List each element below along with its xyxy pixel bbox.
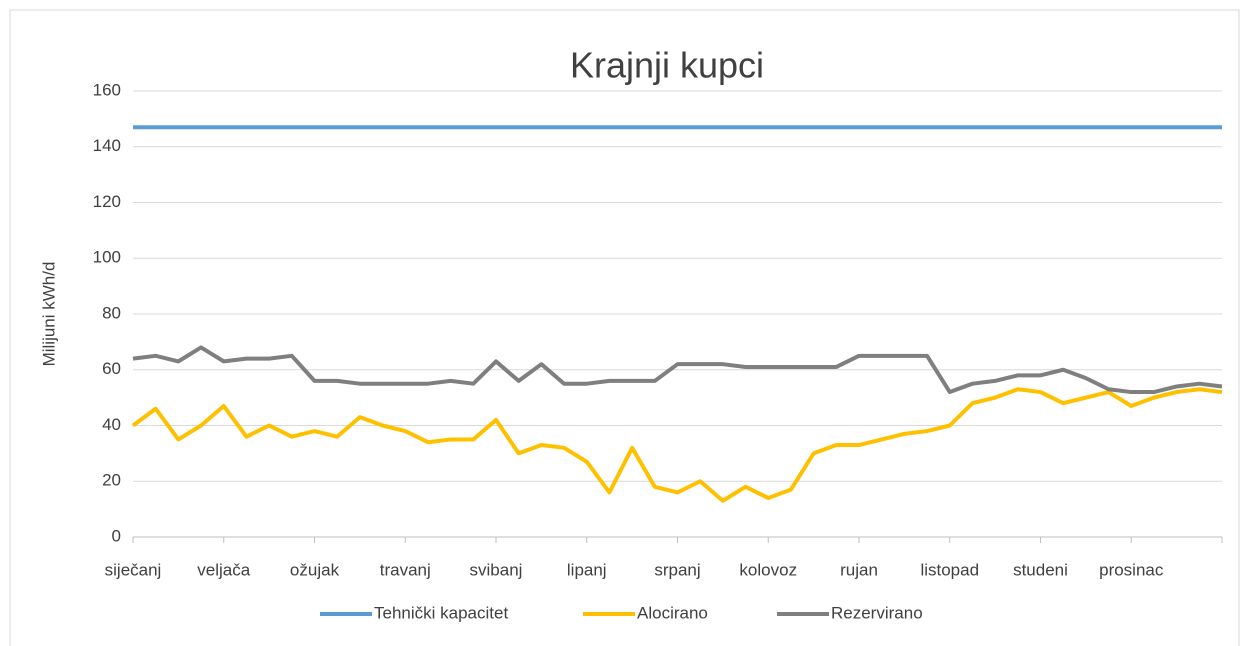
legend-label: Tehnički kapacitet	[374, 603, 508, 622]
y-tick-label: 0	[112, 526, 121, 545]
y-axis-label: Milijuni kWh/d	[39, 262, 58, 367]
x-tick-label: listopad	[920, 560, 979, 579]
x-tick-label: studeni	[1013, 560, 1068, 579]
x-tick-label: siječanj	[105, 560, 162, 579]
chart-frame	[9, 9, 1240, 646]
x-tick-label: travanj	[380, 560, 431, 579]
y-tick-label: 100	[93, 248, 121, 267]
y-tick-label: 40	[102, 415, 121, 434]
x-tick-label: lipanj	[567, 560, 607, 579]
x-tick-label: rujan	[840, 560, 878, 579]
series-line	[131, 387, 1223, 503]
y-tick-label: 80	[102, 303, 121, 322]
y-tick-label: 20	[102, 471, 121, 490]
y-tick-label: 140	[93, 136, 121, 155]
x-tick-label: srpanj	[654, 560, 700, 579]
x-tick-label: prosinac	[1099, 560, 1164, 579]
legend-label: Rezervirano	[831, 603, 923, 622]
y-tick-label: 60	[102, 359, 121, 378]
series-line	[132, 345, 1223, 395]
y-tick-label: 120	[93, 192, 121, 211]
legend-label: Alocirano	[637, 603, 708, 622]
x-tick-label: svibanj	[470, 560, 523, 579]
chart-title: Krajnji kupci	[570, 45, 764, 86]
x-tick-label: kolovoz	[739, 560, 797, 579]
x-tick-label: veljača	[197, 560, 250, 579]
x-tick-label: ožujak	[290, 560, 340, 579]
y-tick-label: 160	[93, 80, 121, 99]
